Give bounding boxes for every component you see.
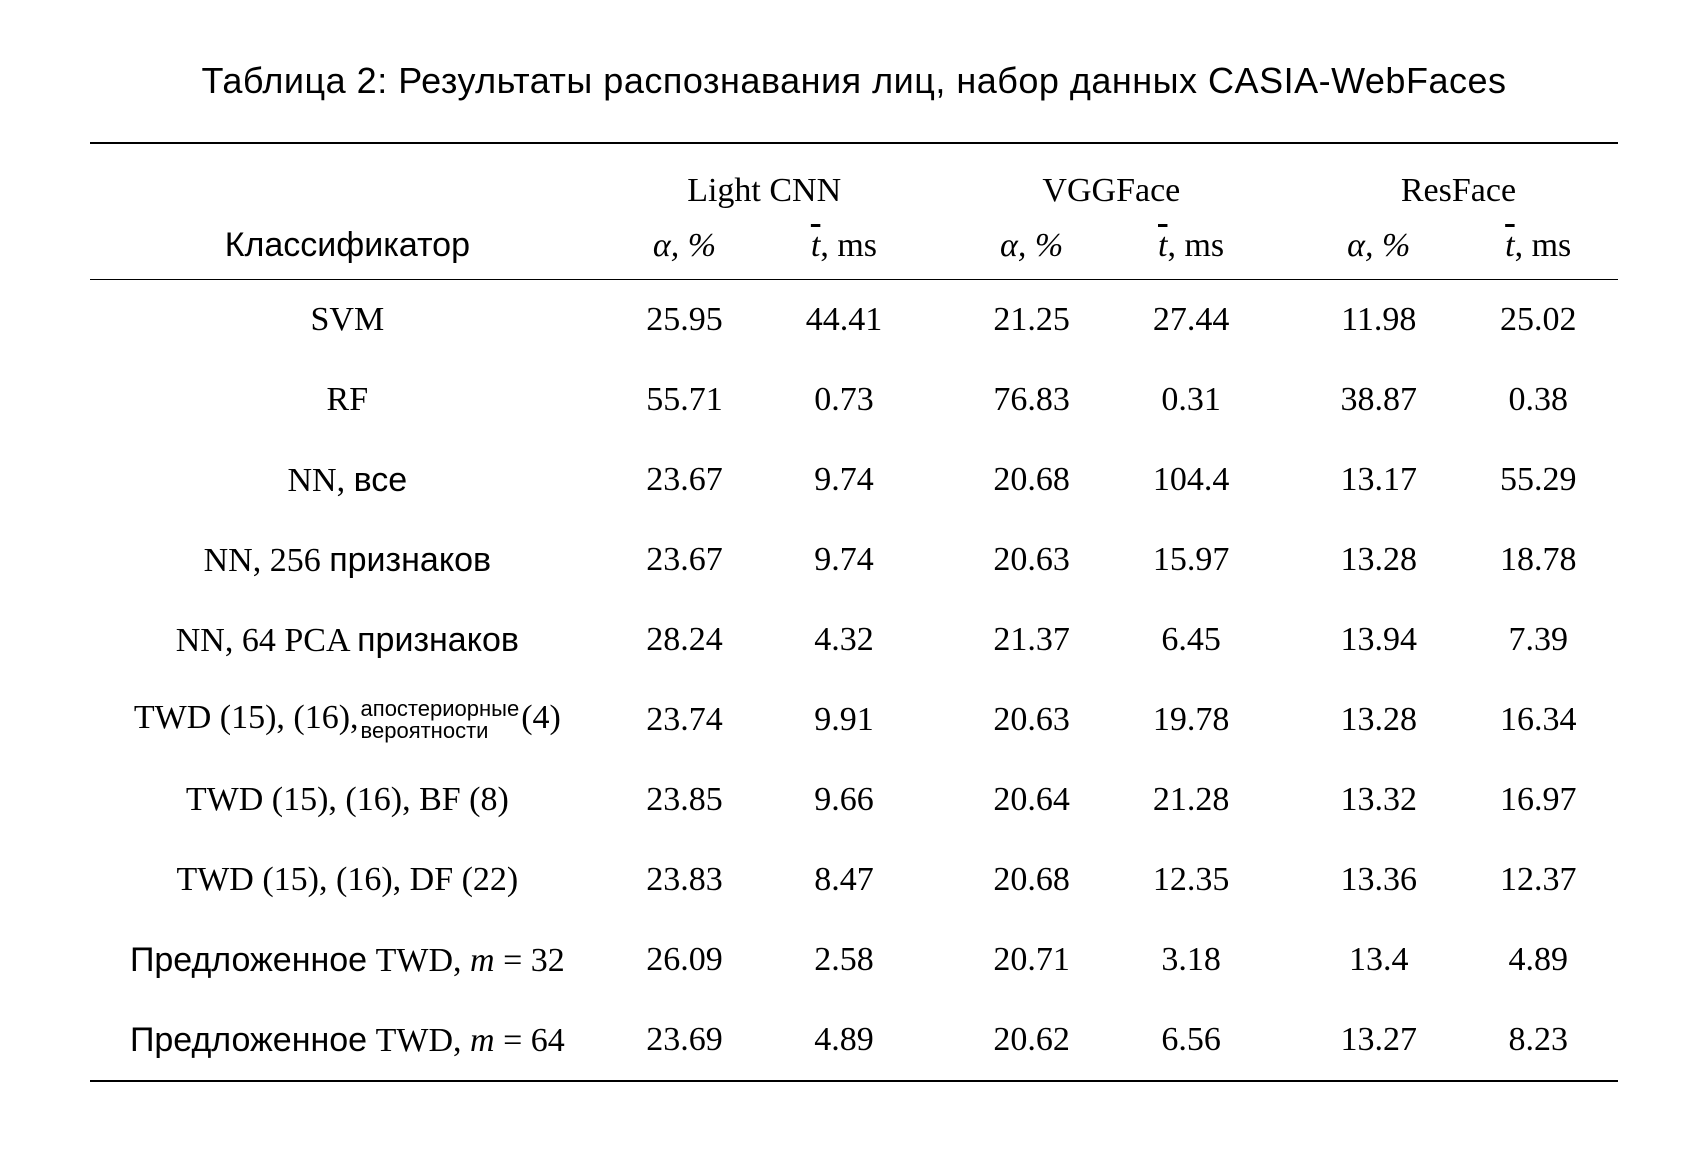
classifier-header: Классификатор	[90, 220, 605, 280]
table-row: RF55.710.73 76.830.31 38.870.38	[90, 360, 1618, 440]
row-label: Предложенное TWD, m = 32	[90, 920, 605, 1000]
page-container: Таблица 2: Результаты распознавания лиц,…	[0, 0, 1708, 1168]
cell-t: 12.35	[1111, 840, 1271, 920]
cell-t: 4.89	[764, 1000, 924, 1081]
cell-alpha: 23.69	[605, 1000, 765, 1081]
cell-t: 8.47	[764, 840, 924, 920]
table-row: TWD (15), (16), DF (22)23.838.4720.6812.…	[90, 840, 1618, 920]
cell-alpha: 55.71	[605, 360, 765, 440]
cell-t: 0.73	[764, 360, 924, 440]
cell-t: 25.02	[1458, 280, 1618, 361]
cell-alpha: 23.83	[605, 840, 765, 920]
group-header-0: Light CNN	[605, 143, 924, 220]
cell-alpha: 23.67	[605, 440, 765, 520]
cell-alpha: 13.17	[1299, 440, 1459, 520]
cell-alpha: 13.4	[1299, 920, 1459, 1000]
subcol-t-2: t, ms	[1458, 220, 1618, 280]
cell-alpha: 21.37	[952, 600, 1112, 680]
row-label: TWD (15), (16), BF (8)	[90, 760, 605, 840]
cell-alpha: 20.71	[952, 920, 1112, 1000]
header-row-subcols: Классификатор α, % t, ms α, % t, ms α, %…	[90, 220, 1618, 280]
table-row: NN, 256 признаков23.679.74 20.6315.97 13.2…	[90, 520, 1618, 600]
table-row: Предложенное TWD, m = 3226.092.58 20.713.…	[90, 920, 1618, 1000]
cell-t: 18.78	[1458, 520, 1618, 600]
table-caption: Таблица 2: Результаты распознавания лиц,…	[90, 60, 1618, 102]
results-table: Light CNN VGGFace ResFace Классификатор …	[90, 142, 1618, 1082]
table-row: NN, 64 PCA признаков28.244.32 21.376.45 13…	[90, 600, 1618, 680]
cell-alpha: 23.67	[605, 520, 765, 600]
cell-t: 6.45	[1111, 600, 1271, 680]
cell-alpha: 13.28	[1299, 520, 1459, 600]
cell-alpha: 38.87	[1299, 360, 1459, 440]
cell-t: 104.4	[1111, 440, 1271, 520]
cell-alpha: 28.24	[605, 600, 765, 680]
cell-alpha: 76.83	[952, 360, 1112, 440]
cell-t: 9.66	[764, 760, 924, 840]
cell-t: 4.89	[1458, 920, 1618, 1000]
cell-t: 9.91	[764, 680, 924, 760]
cell-t: 7.39	[1458, 600, 1618, 680]
cell-alpha: 20.63	[952, 520, 1112, 600]
table-row: TWD (15), (16), BF (8)23.859.66 20.6421.2…	[90, 760, 1618, 840]
row-label: SVM	[90, 280, 605, 361]
cell-t: 4.32	[764, 600, 924, 680]
cell-t: 6.56	[1111, 1000, 1271, 1081]
cell-t: 3.18	[1111, 920, 1271, 1000]
cell-t: 21.28	[1111, 760, 1271, 840]
row-label: Предложенное TWD, m = 64	[90, 1000, 605, 1081]
subcol-t-0: t, ms	[764, 220, 924, 280]
cell-t: 16.97	[1458, 760, 1618, 840]
cell-t: 27.44	[1111, 280, 1271, 361]
cell-t: 19.78	[1111, 680, 1271, 760]
cell-t: 9.74	[764, 520, 924, 600]
table-row: NN, все23.679.74 20.68104.4 13.1755.29	[90, 440, 1618, 520]
cell-t: 0.38	[1458, 360, 1618, 440]
group-header-1: VGGFace	[952, 143, 1271, 220]
group-header-2: ResFace	[1299, 143, 1618, 220]
row-label: TWD (15), (16), DF (22)	[90, 840, 605, 920]
cell-alpha: 20.68	[952, 840, 1112, 920]
cell-t: 55.29	[1458, 440, 1618, 520]
cell-alpha: 20.63	[952, 680, 1112, 760]
cell-alpha: 11.98	[1299, 280, 1459, 361]
subcol-alpha-1: α, %	[952, 220, 1112, 280]
cell-alpha: 13.36	[1299, 840, 1459, 920]
cell-alpha: 13.32	[1299, 760, 1459, 840]
cell-t: 2.58	[764, 920, 924, 1000]
cell-t: 8.23	[1458, 1000, 1618, 1081]
table-row: TWD (15), (16),апостериорныевероятности(…	[90, 680, 1618, 760]
table-row: Предложенное TWD, m = 6423.694.89 20.626.…	[90, 1000, 1618, 1081]
cell-alpha: 20.64	[952, 760, 1112, 840]
table-row: SVM25.9544.41 21.2527.44 11.9825.02	[90, 280, 1618, 361]
cell-alpha: 13.94	[1299, 600, 1459, 680]
subcol-t-1: t, ms	[1111, 220, 1271, 280]
cell-alpha: 23.85	[605, 760, 765, 840]
row-label: NN, 64 PCA признаков	[90, 600, 605, 680]
cell-t: 16.34	[1458, 680, 1618, 760]
row-label: TWD (15), (16),апостериорныевероятности(…	[90, 680, 605, 760]
cell-alpha: 13.28	[1299, 680, 1459, 760]
cell-alpha: 26.09	[605, 920, 765, 1000]
row-label: NN, 256 признаков	[90, 520, 605, 600]
cell-alpha: 20.68	[952, 440, 1112, 520]
cell-alpha: 23.74	[605, 680, 765, 760]
cell-t: 15.97	[1111, 520, 1271, 600]
table-header: Light CNN VGGFace ResFace Классификатор …	[90, 143, 1618, 280]
cell-alpha: 13.27	[1299, 1000, 1459, 1081]
cell-t: 9.74	[764, 440, 924, 520]
cell-alpha: 25.95	[605, 280, 765, 361]
row-label: NN, все	[90, 440, 605, 520]
row-label: RF	[90, 360, 605, 440]
cell-t: 12.37	[1458, 840, 1618, 920]
cell-t: 44.41	[764, 280, 924, 361]
subcol-alpha-2: α, %	[1299, 220, 1459, 280]
cell-t: 0.31	[1111, 360, 1271, 440]
subcol-alpha-0: α, %	[605, 220, 765, 280]
header-row-groups: Light CNN VGGFace ResFace	[90, 143, 1618, 220]
cell-alpha: 20.62	[952, 1000, 1112, 1081]
table-body: SVM25.9544.4121.2527.4411.9825.02RF55.71…	[90, 280, 1618, 1082]
cell-alpha: 21.25	[952, 280, 1112, 361]
